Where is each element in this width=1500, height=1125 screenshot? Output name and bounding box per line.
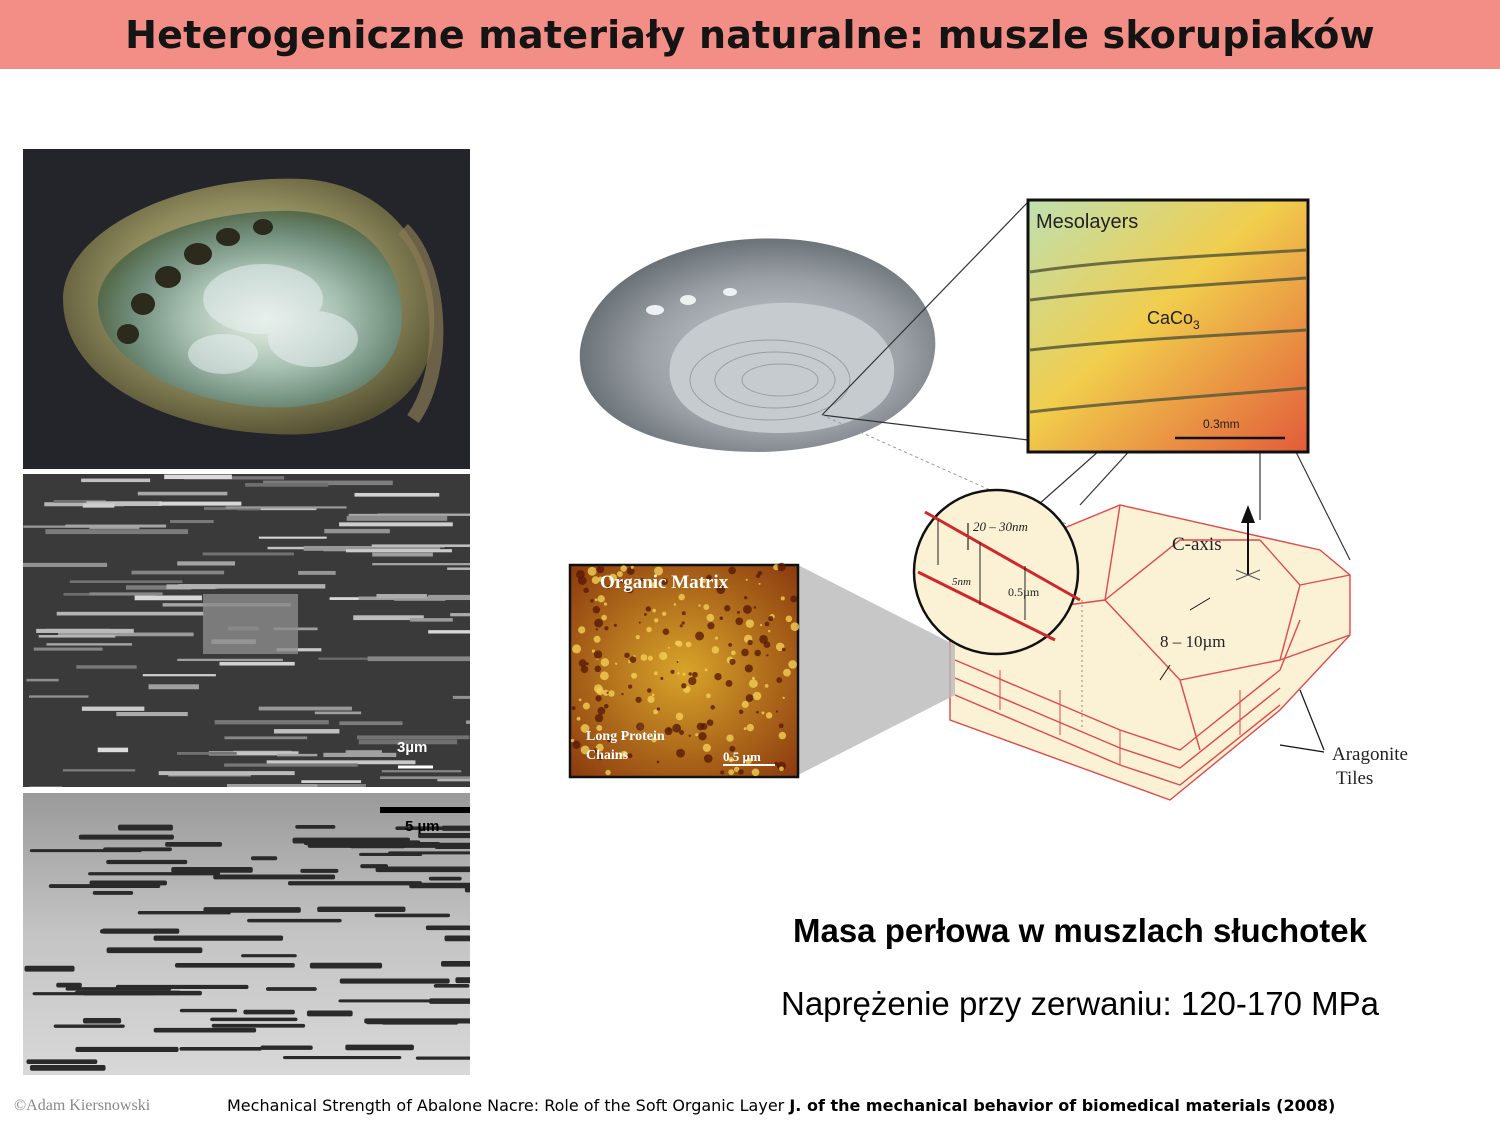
reference-title: Mechanical Strength of Abalone Nacre: Ro…: [227, 1096, 785, 1115]
layer-thickness-label: 20 – 30nm: [973, 519, 1028, 534]
abalone-shell-photo: [23, 149, 470, 469]
aragonite-tiles-annotation: Aragonite Tiles: [1279, 689, 1408, 789]
tile-size-annotation: 8 – 10µm: [1159, 597, 1226, 681]
nacre-hierarchy-diagram: Mesolayers CaCo3 0.3mm 20 – 30nm: [568, 198, 1408, 801]
organic-matrix-afm: Organic Matrix Long Protein Chains 0.5 µ…: [568, 562, 955, 779]
reference-journal: J. of the mechanical behavior of biomedi…: [789, 1096, 1336, 1115]
shell-bowl-illustration: [579, 238, 936, 452]
long-protein-label-line1: Long Protein: [586, 729, 665, 744]
tile-thickness-zoom: 20 – 30nm 5nm 0.5µm: [912, 488, 1081, 656]
caption-title: Masa perłowa w muszlach słuchotek: [792, 912, 1368, 949]
title-bar: Heterogeniczne materiały naturalne: musz…: [0, 0, 1500, 69]
aragonite-label-line2: Tiles: [1336, 768, 1373, 789]
organic-matrix-label: Organic Matrix: [600, 572, 729, 593]
optical-scale-label: 0.3mm: [1203, 417, 1240, 431]
slide-title: Heterogeniczne materiały naturalne: musz…: [125, 12, 1375, 57]
tile-thickness-label: 0.5µm: [1008, 585, 1040, 599]
c-axis-label: C-axis: [1172, 534, 1222, 555]
tem-scale-label: 5 µm: [405, 818, 440, 835]
aragonite-label-line1: Aragonite: [1332, 744, 1408, 765]
tem-micrograph: 5 µm: [23, 793, 470, 1075]
caption-subtitle: Naprężenie przy zerwaniu: 120-170 MPa: [781, 985, 1379, 1022]
tile-size-label: 8 – 10µm: [1160, 632, 1226, 651]
sem-scale-label: 3µm: [397, 739, 428, 756]
mesolayers-label: Mesolayers: [1036, 211, 1138, 233]
reference-citation: Mechanical Strength of Abalone Nacre: Ro…: [227, 1096, 1335, 1115]
caco3-label: CaCo3: [1147, 308, 1200, 332]
afm-scale-label: 0.5 µm: [723, 749, 761, 764]
mesolayers-micrograph: Mesolayers CaCo3 0.3mm: [1026, 198, 1310, 454]
gap-label: 5nm: [952, 576, 971, 588]
sem-micrograph: 3µm: [23, 474, 470, 787]
copyright-notice: ©Adam Kiersnowski: [14, 1097, 151, 1114]
c-axis-arrow: C-axis: [1172, 505, 1261, 581]
long-protein-label-line2: Chains: [586, 748, 629, 763]
